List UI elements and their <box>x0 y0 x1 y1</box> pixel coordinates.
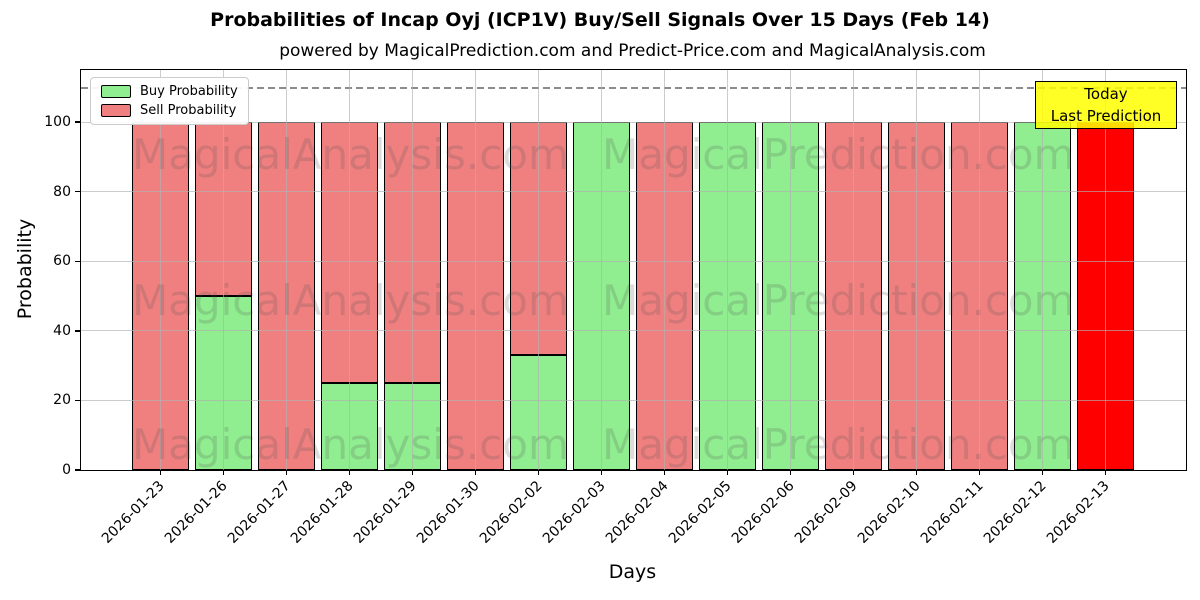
x-gridline <box>475 70 476 470</box>
y-tick-label: 80 <box>53 183 71 200</box>
x-gridline <box>664 70 665 470</box>
x-gridline <box>1105 70 1106 470</box>
x-tick-label: 2026-02-02 <box>476 478 546 547</box>
watermark-left-3: MagicalAnalysis.com <box>132 420 569 469</box>
x-tick-mark <box>915 470 918 475</box>
x-gridline <box>727 70 728 470</box>
x-tick-label: 2026-02-06 <box>728 478 798 547</box>
x-gridline <box>601 70 602 470</box>
x-gridline <box>538 70 539 470</box>
plot-area: MagicalAnalysis.com MagicalPrediction.co… <box>44 69 1187 547</box>
legend-buy-label: Buy Probability <box>140 84 238 99</box>
y-tick-label: 100 <box>44 114 71 131</box>
y-tick-mark <box>74 121 80 123</box>
x-tick-mark <box>222 470 225 475</box>
legend-sell-label: Sell Probability <box>140 103 237 118</box>
x-gridline <box>412 70 413 470</box>
x-tick-label: 2026-02-13 <box>1043 478 1113 547</box>
x-gridline <box>979 70 980 470</box>
y-axis-label: Probability <box>14 218 36 320</box>
y-tick-mark <box>74 191 80 193</box>
x-tick-mark <box>348 470 351 475</box>
x-tick-label: 2026-01-26 <box>161 478 231 547</box>
y-tick-mark <box>74 469 80 471</box>
legend-row-buy: Buy Probability <box>101 84 238 99</box>
annotation-line-1: Today <box>1084 85 1128 103</box>
y-gridline <box>81 191 1186 193</box>
x-gridline <box>349 70 350 470</box>
y-gridline <box>81 260 1186 262</box>
y-gridline <box>81 399 1186 401</box>
y-tick-label: 0 <box>62 462 71 478</box>
y-tick-mark <box>74 260 80 262</box>
watermark-right-2: MagicalPrediction.com <box>602 276 1075 325</box>
x-tick-label: 2026-01-28 <box>287 478 357 547</box>
watermark-right-3: MagicalPrediction.com <box>602 420 1075 469</box>
legend-buy-swatch <box>101 84 131 99</box>
y-tick-label: 60 <box>53 253 71 270</box>
watermark-left-1: MagicalAnalysis.com <box>132 130 569 179</box>
legend-sell-swatch <box>101 103 131 118</box>
x-gridline <box>790 70 791 470</box>
annotation-line-2: Last Prediction <box>1050 107 1162 125</box>
x-tick-mark <box>537 470 540 475</box>
x-tick-label: 2026-02-04 <box>602 478 672 547</box>
x-tick-mark <box>474 470 477 475</box>
x-tick-label: 2026-02-09 <box>791 478 861 547</box>
x-tick-mark <box>1041 470 1044 475</box>
x-tick-mark <box>726 470 729 475</box>
x-tick-label: 2026-02-12 <box>980 478 1050 547</box>
x-tick-label: 2026-02-03 <box>539 478 609 547</box>
x-tick-label: 2026-01-23 <box>98 478 168 547</box>
chart-subtitle: powered by MagicalPrediction.com and Pre… <box>279 41 986 61</box>
y-tick-label: 40 <box>53 322 71 339</box>
x-tick-label: 2026-02-05 <box>665 478 735 547</box>
y-gridline <box>81 330 1186 332</box>
x-tick-mark <box>600 470 603 475</box>
watermark-right-1: MagicalPrediction.com <box>602 130 1075 179</box>
x-gridline <box>286 70 287 470</box>
x-tick-mark <box>978 470 981 475</box>
y-tick-mark <box>74 399 80 402</box>
x-gridline <box>853 70 854 470</box>
x-gridline <box>916 70 917 470</box>
x-tick-mark <box>1104 470 1107 475</box>
x-tick-mark <box>663 470 666 475</box>
watermark-left-2: MagicalAnalysis.com <box>132 276 569 325</box>
y-tick-label: 20 <box>53 392 71 409</box>
x-axis-label: Days <box>608 561 657 583</box>
x-tick-mark <box>789 470 792 475</box>
legend-row-sell: Sell Probability <box>101 103 238 118</box>
today-annotation-box: Today Last Prediction <box>1035 81 1177 129</box>
dashed-reference-line <box>81 87 1186 89</box>
x-gridline <box>223 70 224 470</box>
x-tick-mark <box>411 470 414 475</box>
x-tick-label: 2026-02-10 <box>854 478 924 547</box>
x-tick-label: 2026-01-27 <box>224 478 294 547</box>
x-tick-label: 2026-02-11 <box>917 478 987 547</box>
y-tick-mark <box>74 330 80 332</box>
x-tick-mark <box>852 470 855 475</box>
x-gridline <box>160 70 161 470</box>
x-tick-label: 2026-01-30 <box>413 478 483 547</box>
x-tick-label: 2026-01-29 <box>350 478 420 547</box>
x-tick-mark <box>159 470 162 475</box>
chart-title: Probabilities of Incap Oyj (ICP1V) Buy/S… <box>210 9 990 31</box>
legend: Buy Probability Sell Probability <box>90 77 249 125</box>
y-gridline <box>81 121 1186 123</box>
x-tick-mark <box>285 470 288 475</box>
x-gridline <box>1042 70 1043 470</box>
